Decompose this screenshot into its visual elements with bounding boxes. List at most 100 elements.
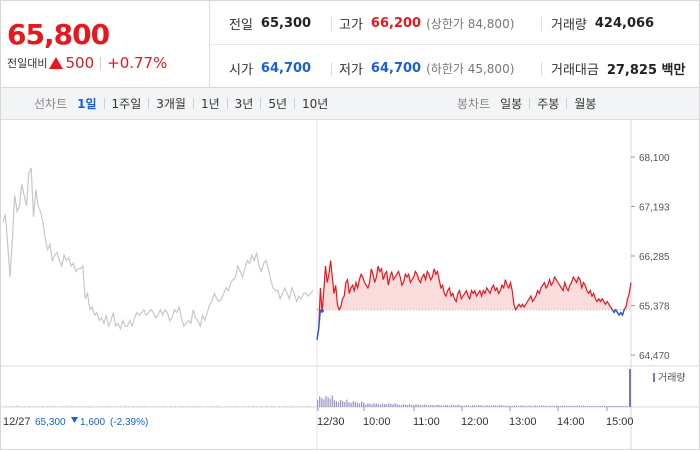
price-chart[interactable]: 68,100 67,193 66,285 65,378 64,470 거래량 12/30 10… <box>0 120 700 450</box>
volume-bar <box>216 405 218 407</box>
stat-volume: 거래량 424,066 <box>551 14 654 33</box>
period-5y[interactable]: 5년 <box>268 97 288 111</box>
volume-bar <box>34 405 36 407</box>
candle-weekly[interactable]: 주봉 <box>537 97 560 111</box>
volume-bar <box>120 405 122 407</box>
divider <box>226 98 228 109</box>
volume-bar <box>446 405 448 407</box>
volume-bar <box>591 405 593 407</box>
divider <box>103 98 105 109</box>
stat-open: 시가 64,700 <box>229 59 311 78</box>
volume-bar <box>532 406 534 407</box>
volume-bar <box>618 405 620 407</box>
volume-bar <box>455 405 457 407</box>
volume-bar <box>247 405 249 407</box>
volume-bar <box>57 406 59 407</box>
volume-bar <box>547 406 549 407</box>
volume-bar <box>501 405 503 407</box>
volume-bar <box>327 397 329 407</box>
volume-bar <box>174 405 176 407</box>
volume-bar <box>62 406 64 407</box>
period-10y[interactable]: 10년 <box>302 97 329 111</box>
volume-bar <box>321 397 323 407</box>
period-1d[interactable]: 1일 <box>77 97 97 111</box>
volume-bar <box>195 406 197 407</box>
volume-bar <box>480 405 482 407</box>
today-price-area <box>317 260 631 310</box>
volume-bar <box>198 405 200 407</box>
volume-bar <box>522 405 524 407</box>
column-divider <box>541 62 542 76</box>
volume-bar <box>337 402 340 407</box>
volume-bar <box>379 404 381 407</box>
volume-bar <box>484 405 486 407</box>
volume-bar <box>576 405 578 407</box>
volume-bar <box>624 405 626 407</box>
volume-bar <box>555 405 557 407</box>
divider <box>529 98 531 109</box>
volume-bar <box>99 406 101 407</box>
volume-bar <box>286 406 288 407</box>
volume-bar <box>398 404 400 407</box>
period-1y[interactable]: 1년 <box>200 97 220 111</box>
volume-bar <box>75 406 77 407</box>
volume-bar <box>237 405 239 407</box>
period-3m[interactable]: 3개월 <box>156 97 186 111</box>
volume-bar <box>258 406 260 407</box>
volume-bar <box>467 405 469 407</box>
x-tick-label: 11:00 <box>413 416 440 428</box>
volume-bar <box>478 405 480 407</box>
change-label: 전일대비 <box>7 57 48 70</box>
stat-label: 거래량 <box>551 17 587 33</box>
line-chart-periods: 선차트 1일 1주일 3개월 1년 3년 5년 10년 <box>34 88 328 119</box>
period-3y[interactable]: 3년 <box>234 97 254 111</box>
volume-bar <box>354 402 356 407</box>
volume-bar <box>404 404 407 407</box>
volume-bar <box>16 405 17 407</box>
period-1w[interactable]: 1주일 <box>111 97 142 111</box>
stat-prev-close: 전일 65,300 <box>229 14 311 33</box>
volume-bar <box>549 405 551 407</box>
stat-low: 저가 64,700 (하한가 45,800) <box>339 59 514 78</box>
volume-bar <box>221 406 223 407</box>
volume-bar <box>201 405 202 407</box>
volume-bar <box>211 405 213 407</box>
volume-bar <box>386 404 388 407</box>
prev-day-price-line <box>2 167 314 331</box>
volume-bar <box>526 406 528 407</box>
volume-bar <box>31 406 33 407</box>
volume-bar <box>242 405 244 407</box>
volume-bar <box>107 405 109 407</box>
volume-bar <box>44 406 46 407</box>
volume-bar <box>240 406 242 407</box>
volume-bar <box>49 406 51 407</box>
volume-bar <box>375 403 377 407</box>
volume-bar <box>302 405 304 407</box>
volume-bar <box>68 406 70 407</box>
divider <box>294 98 296 109</box>
volume-bar <box>459 405 461 407</box>
divider <box>148 98 150 109</box>
volume-bar <box>232 406 234 407</box>
prev-day-change-label: 1,600 <box>80 417 105 428</box>
quote-header: 65,800 전일대비 500 +0.77% 전일 65,300 고가 66,2… <box>0 0 700 88</box>
volume-bar <box>319 396 321 407</box>
price-summary: 65,800 전일대비 500 +0.77% <box>1 1 210 88</box>
volume-bar <box>411 404 413 407</box>
volume-bar <box>392 404 394 407</box>
stat-label: 고가 <box>339 17 363 33</box>
volume-bar <box>457 404 459 407</box>
volume-bar <box>348 402 350 407</box>
candle-daily[interactable]: 일봉 <box>500 97 523 111</box>
column-divider <box>541 17 542 31</box>
row-divider <box>211 44 699 45</box>
candle-monthly[interactable]: 월봉 <box>574 97 597 111</box>
volume-bar <box>524 405 526 407</box>
volume-bar <box>580 405 582 407</box>
volume-bar <box>73 405 75 407</box>
volume-bar <box>164 405 166 407</box>
x-tick-label: 12/30 <box>317 416 345 428</box>
volume-bar <box>453 405 455 407</box>
volume-bar <box>112 406 114 407</box>
today-below-ref-segment <box>316 328 320 340</box>
